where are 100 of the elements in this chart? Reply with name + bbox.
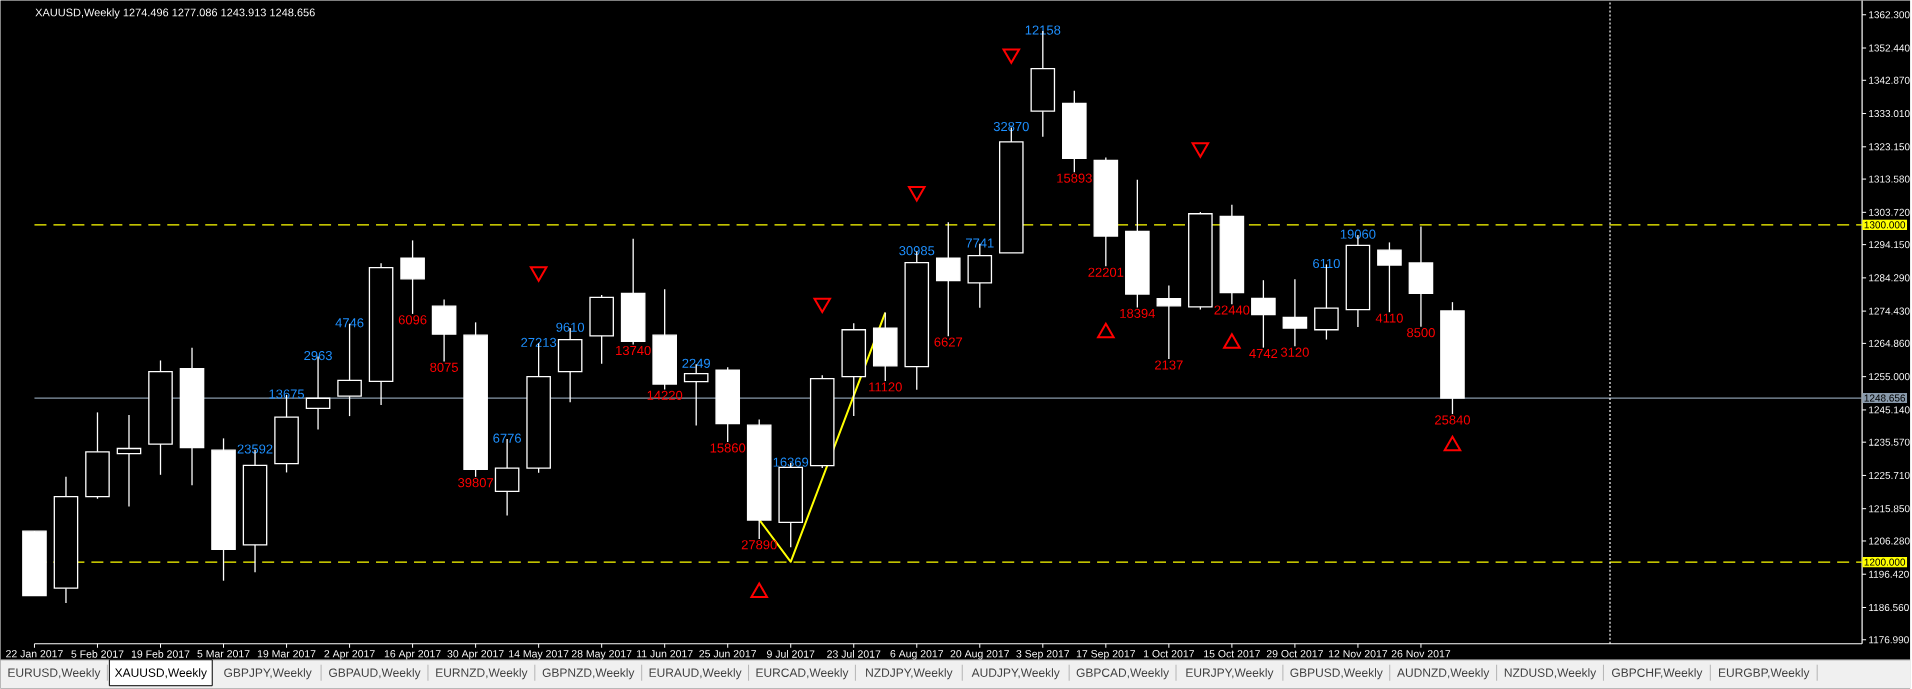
candlestick: [400, 239, 425, 315]
annotation: 4746: [335, 318, 364, 328]
annotation: 13675: [269, 389, 305, 399]
annotation: 14220: [647, 390, 683, 401]
annotation: 13740: [616, 346, 651, 356]
annotation: 6110: [1313, 259, 1340, 269]
x-tick-label: 17 Sep 2017: [1076, 650, 1136, 660]
y-tick-label: 1342.870: [1869, 76, 1910, 84]
x-tick-label: 16 Apr 2017: [384, 650, 441, 660]
annotation: 19060: [1340, 229, 1376, 239]
annotation: 15860: [710, 443, 746, 453]
x-tick-label: 1 Oct 2017: [1144, 650, 1194, 658]
x-tick-label: 5 Mar 2017: [197, 650, 250, 658]
annotation: 32870: [993, 122, 1029, 132]
annotation: 23592: [237, 444, 273, 454]
y-tick-label: 1186.560: [1869, 604, 1909, 612]
annotation: 12158: [1025, 25, 1061, 35]
annotation: 9610: [556, 322, 585, 332]
x-tick-label: 22 Jan 2017: [6, 650, 63, 658]
x-tick-label: 3 Sep 2017: [1016, 650, 1070, 660]
x-tick-label: 25 Jun 2017: [699, 650, 757, 658]
x-tick-label: 30 Apr 2017: [447, 650, 504, 660]
annotation: 8500: [1407, 328, 1435, 338]
y-tick-label: 1264.860: [1869, 340, 1910, 348]
annotation: 2137: [1155, 360, 1183, 370]
y-tick-label: 1225.710: [1869, 472, 1910, 480]
annotation: 27213: [521, 337, 557, 348]
y-tick-label: 1176.990: [1869, 636, 1909, 644]
y-tick-label: 1206.280: [1869, 537, 1910, 545]
x-tick-label: 14 May 2017: [509, 650, 569, 660]
y-tick-label: 1323.150: [1869, 143, 1910, 151]
annotation: 4110: [1375, 313, 1403, 323]
point: [750, 582, 768, 599]
y-tick-label: 1303.720: [1869, 208, 1910, 217]
text: NZDJPY,Weekly: [866, 668, 953, 680]
x-tick-label: 2 Apr 2017: [324, 650, 375, 660]
x-tick-label: 19 Feb 2017: [131, 650, 190, 658]
text: GBPJPY,Weekly: [224, 668, 312, 680]
candlestick: [1156, 285, 1182, 360]
point: [1002, 48, 1021, 65]
y-tick-label: 1255.000: [1869, 373, 1910, 381]
candlestick: [116, 414, 142, 508]
x-tick-label: 9 Jul 2017: [767, 650, 815, 658]
x-tick-label: 23 Jul 2017: [827, 650, 881, 658]
annotation: 3120: [1280, 347, 1309, 357]
annotation: 15893: [1057, 173, 1092, 183]
candlestick: [1282, 278, 1308, 348]
y-tick-label: 1245.140: [1869, 406, 1910, 414]
x-tick-label: 12 Nov 2017: [1328, 650, 1388, 658]
text: EURGBP,Weekly: [1719, 668, 1810, 680]
point: [529, 266, 548, 282]
annotation: 11120: [869, 382, 902, 392]
text: XAUUSD,Weekly 1274.496 1277.086 1243.913 1248.656: [35, 8, 315, 19]
text: GBPCAD,Weekly: [1076, 668, 1170, 680]
annotation: 30985: [899, 246, 935, 256]
text: NZDUSD,Weekly: [1504, 668, 1597, 680]
annotation: 18394: [1120, 308, 1156, 319]
point: [1191, 142, 1210, 158]
text: EURUSD,Weekly: [8, 668, 101, 680]
y-tick-label: 1274.430: [1869, 307, 1910, 315]
x-tick-label: 20 Aug 2017: [950, 650, 1009, 660]
candlestick: [1377, 241, 1402, 314]
annotation: 6776: [493, 433, 521, 443]
x-tick-label: 15 Oct 2017: [1204, 650, 1260, 658]
text: EURCAD,Weekly: [756, 668, 849, 680]
y-tick-label: 1284.290: [1869, 274, 1910, 282]
annotation: 6096: [398, 315, 427, 325]
point: [1443, 435, 1462, 452]
annotation: 22440: [1214, 305, 1250, 315]
y-tick-label: 1215.850: [1869, 505, 1910, 513]
y-tick-label: 1362.300: [1869, 11, 1910, 19]
x-tick-label: 26 Nov 2017: [1391, 650, 1451, 658]
text: GBPNZD,Weekly: [542, 668, 635, 680]
x-tick-label: 5 Feb 2017: [71, 650, 124, 658]
annotation: 7741: [966, 238, 994, 248]
annotation: 27890: [741, 540, 777, 550]
annotation: 16369: [773, 457, 809, 467]
annotation: 22201: [1088, 267, 1124, 277]
y-tick-label: 1352.440: [1869, 44, 1910, 52]
y-tick-label: 1294.150: [1869, 241, 1910, 249]
text: AUDJPY,Weekly: [971, 668, 1060, 680]
point: [907, 186, 926, 202]
ref-line-label: 1200.000: [1864, 558, 1906, 566]
x-tick-label: 28 May 2017: [571, 650, 632, 660]
ref-line-label: 1300.000: [1864, 221, 1906, 229]
x-tick-label: 29 Oct 2017: [1266, 650, 1323, 658]
annotation: 2963: [304, 351, 332, 361]
text: EURJPY,Weekly: [1186, 668, 1274, 680]
ref-line-label: 1248.656: [1864, 394, 1906, 402]
text: GBPCHF,Weekly: [1612, 668, 1703, 680]
y-tick-label: 1333.010: [1869, 110, 1910, 118]
text: GBPAUD,Weekly: [329, 668, 421, 680]
text: AUDNZD,Weekly: [1397, 668, 1490, 680]
x-tick-label: 11 Jun 2017: [637, 650, 693, 658]
y-tick-label: 1313.580: [1869, 175, 1910, 183]
text: EURAUD,Weekly: [649, 668, 742, 680]
y-tick-label: 1196.420: [1869, 570, 1909, 578]
text: EURNZD,Weekly: [436, 668, 528, 680]
x-tick-label: 6 Aug 2017: [890, 650, 944, 660]
text: GBPUSD,Weekly: [1290, 668, 1383, 680]
